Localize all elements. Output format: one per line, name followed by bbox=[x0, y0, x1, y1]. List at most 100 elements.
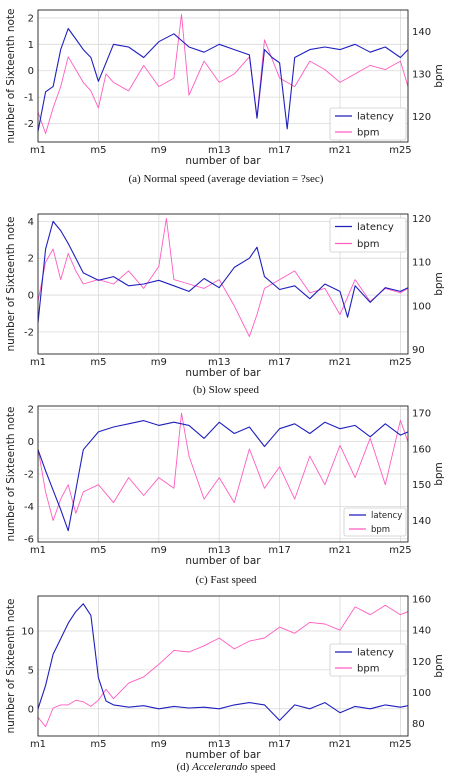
y-tick-label: 1 bbox=[28, 40, 34, 51]
y2-axis-label: bpm bbox=[433, 64, 445, 88]
y-tick-label: 2 bbox=[28, 13, 34, 24]
y-tick-label: -4 bbox=[24, 502, 34, 513]
y2-tick-label: 140 bbox=[412, 27, 431, 38]
y-tick-label: 0 bbox=[28, 437, 34, 448]
x-tick-label: m25 bbox=[389, 145, 411, 156]
x-tick-label: m9 bbox=[151, 357, 167, 368]
y-tick-label: 0 bbox=[28, 66, 34, 77]
legend-label-bpm: bpm bbox=[357, 239, 379, 250]
series-line-latency bbox=[38, 603, 408, 721]
x-tick-label: m17 bbox=[268, 145, 290, 156]
chart-panel-1: m1 m5 m9 m13 m17 m21 m25 -2 -1 0 1 2 120 130 140 number… bbox=[5, 8, 445, 185]
x-tick-label: m9 bbox=[151, 739, 167, 750]
y-tick-label: -6 bbox=[24, 534, 34, 545]
y-axis-label: number of Sixteenth note bbox=[5, 406, 17, 541]
y2-tick-label: 120 bbox=[412, 657, 431, 668]
x-tick-label: m17 bbox=[268, 739, 290, 750]
x-axis-label: number of bar bbox=[185, 367, 261, 379]
legend: latency bpm bbox=[343, 507, 407, 537]
x-tick-label: m1 bbox=[30, 545, 46, 556]
series-line-bpm bbox=[38, 217, 408, 337]
series-line-latency bbox=[38, 420, 408, 532]
y2-tick-label: 160 bbox=[412, 595, 431, 606]
y-tick-label: -2 bbox=[24, 119, 34, 130]
y-tick-label: 2 bbox=[28, 254, 34, 265]
x-axis-label: number of bar bbox=[185, 555, 261, 567]
x-tick-label: m5 bbox=[90, 545, 106, 556]
series-line-latency bbox=[38, 220, 408, 323]
x-tick-label: m13 bbox=[208, 145, 230, 156]
x-tick-label: m25 bbox=[389, 739, 411, 750]
series-line-latency bbox=[38, 27, 408, 132]
y-tick-label: 0 bbox=[28, 704, 34, 715]
plot-frame bbox=[37, 213, 409, 355]
x-axis-label: number of bar bbox=[185, 155, 261, 167]
series-line-bpm bbox=[38, 604, 408, 728]
legend-label-bpm: bpm bbox=[357, 128, 379, 139]
x-tick-label: m17 bbox=[268, 545, 290, 556]
y-axis-label: number of Sixteenth note bbox=[5, 598, 17, 733]
x-tick-label: m21 bbox=[329, 545, 351, 556]
x-tick-label: m5 bbox=[90, 145, 106, 156]
x-tick-label: m9 bbox=[151, 545, 167, 556]
x-tick-label: m1 bbox=[30, 357, 46, 368]
x-tick-label: m21 bbox=[329, 145, 351, 156]
x-tick-label: m21 bbox=[329, 357, 351, 368]
y2-tick-label: 140 bbox=[412, 516, 431, 527]
x-tick-label: m25 bbox=[389, 357, 411, 368]
x-tick-label: m13 bbox=[208, 357, 230, 368]
y-axis-label: number of Sixteenth note bbox=[5, 8, 17, 143]
y-tick-label: 4 bbox=[28, 217, 34, 228]
x-tick-label: m21 bbox=[329, 739, 351, 750]
y2-axis-label: bpm bbox=[433, 462, 445, 486]
x-tick-label: m13 bbox=[208, 739, 230, 750]
x-tick-label: m25 bbox=[389, 545, 411, 556]
y-axis-label: number of Sixteenth note bbox=[5, 216, 17, 351]
legend-label-latency: latency bbox=[357, 648, 394, 659]
legend: latency bpm bbox=[329, 217, 407, 253]
plot-frame bbox=[37, 595, 409, 737]
y-tick-label: 0 bbox=[28, 291, 34, 302]
chart-panel-4: m1 m5 m9 m13 m17 m21 m25 0 5 10 80 100 120 140 160 numb… bbox=[5, 595, 445, 773]
x-axis-label: number of bar bbox=[185, 749, 261, 761]
panel-caption: (b) Slow speed bbox=[193, 384, 259, 396]
y2-tick-label: 150 bbox=[412, 480, 431, 491]
x-tick-label: m5 bbox=[90, 357, 106, 368]
y2-tick-label: 130 bbox=[412, 69, 431, 80]
legend-label-bpm: bpm bbox=[371, 525, 390, 535]
legend-label-latency: latency bbox=[357, 112, 394, 123]
legend-label-latency: latency bbox=[371, 511, 402, 521]
plot-frame bbox=[37, 9, 409, 143]
x-tick-label: m9 bbox=[151, 145, 167, 156]
x-tick-label: m1 bbox=[30, 739, 46, 750]
x-tick-label: m17 bbox=[268, 357, 290, 368]
y2-axis-label: bpm bbox=[433, 654, 445, 678]
chart-panel-3: m1 m5 m9 m13 m17 m21 m25 -6 -4 -2 0 2 140 150 160 170 nu… bbox=[5, 405, 445, 586]
y2-tick-label: 120 bbox=[412, 112, 431, 123]
series-line-bpm bbox=[38, 13, 408, 134]
y-tick-label: 5 bbox=[28, 665, 34, 676]
x-tick-label: m5 bbox=[90, 739, 106, 750]
y-tick-label: -2 bbox=[24, 470, 34, 481]
y2-axis-label: bpm bbox=[433, 272, 445, 296]
y-tick-label: -1 bbox=[24, 93, 34, 104]
x-tick-label: m1 bbox=[30, 145, 46, 156]
y-tick-label: 10 bbox=[21, 627, 34, 638]
chart-panel-2: m1 m5 m9 m13 m17 m21 m25 -2 0 2 4 90 100 110 120 number… bbox=[5, 213, 445, 396]
panel-caption: (d) Accelerando speed bbox=[177, 761, 276, 773]
panel-caption: (c) Fast speed bbox=[195, 574, 257, 586]
legend: latency bpm bbox=[329, 107, 407, 141]
y2-tick-label: 160 bbox=[412, 444, 431, 455]
y2-tick-label: 170 bbox=[412, 409, 431, 420]
y2-tick-label: 100 bbox=[412, 301, 431, 312]
legend-label-latency: latency bbox=[357, 222, 394, 233]
y2-tick-label: 80 bbox=[412, 719, 425, 730]
series-line-bpm bbox=[38, 412, 408, 521]
y2-tick-label: 90 bbox=[412, 345, 425, 356]
y-tick-label: 2 bbox=[28, 405, 34, 416]
plot-frame bbox=[37, 405, 409, 543]
y2-tick-label: 120 bbox=[412, 214, 431, 225]
x-tick-label: m13 bbox=[208, 545, 230, 556]
y2-tick-label: 100 bbox=[412, 688, 431, 699]
